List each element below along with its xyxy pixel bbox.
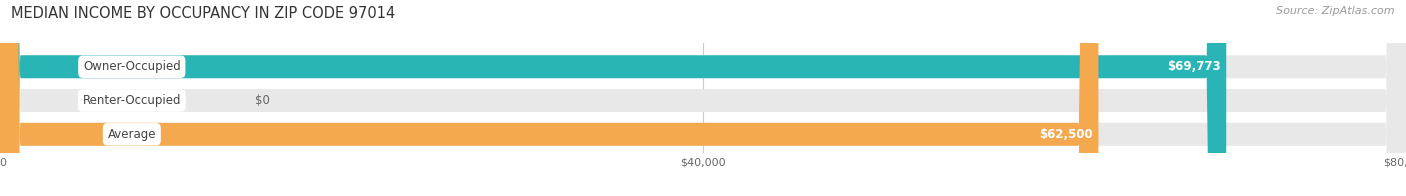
Text: Average: Average [108,128,156,141]
Text: $62,500: $62,500 [1039,128,1094,141]
Text: MEDIAN INCOME BY OCCUPANCY IN ZIP CODE 97014: MEDIAN INCOME BY OCCUPANCY IN ZIP CODE 9… [11,6,395,21]
FancyBboxPatch shape [0,0,1098,196]
Text: Source: ZipAtlas.com: Source: ZipAtlas.com [1277,6,1395,16]
Text: Owner-Occupied: Owner-Occupied [83,60,181,73]
Text: $0: $0 [254,94,270,107]
Text: Renter-Occupied: Renter-Occupied [83,94,181,107]
Text: $69,773: $69,773 [1167,60,1220,73]
FancyBboxPatch shape [0,0,1226,196]
